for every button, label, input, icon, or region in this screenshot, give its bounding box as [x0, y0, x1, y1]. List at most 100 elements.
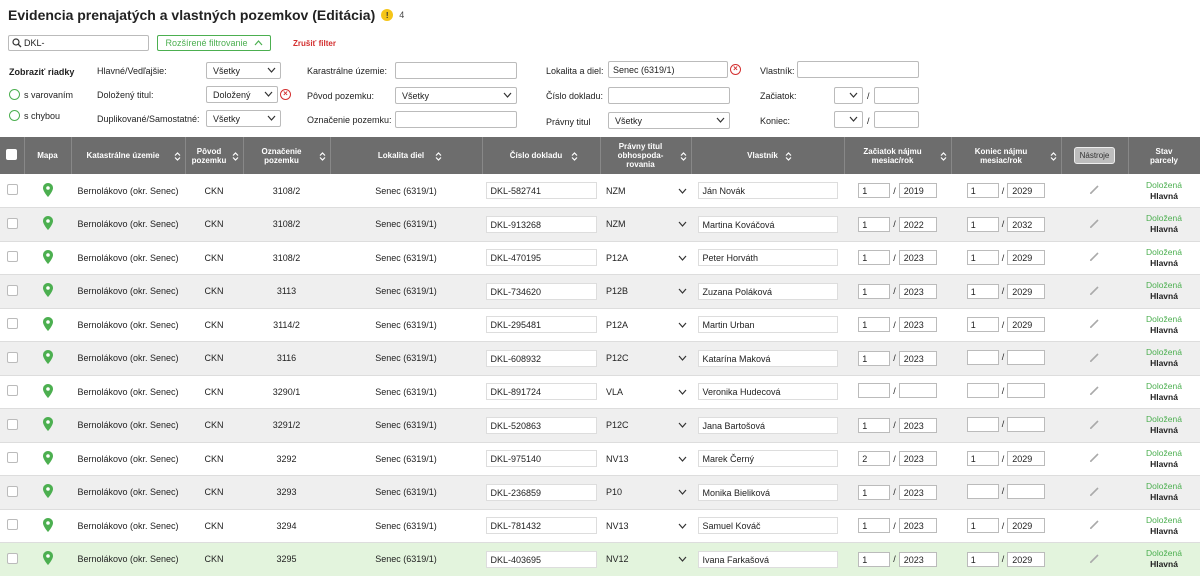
- row-end-year[interactable]: [1007, 416, 1046, 432]
- row-checkbox[interactable]: [6, 217, 18, 229]
- pencil-icon[interactable]: [1089, 318, 1100, 329]
- row-end-year[interactable]: 2029: [1007, 518, 1046, 534]
- start-year-input[interactable]: [874, 87, 919, 104]
- row-end-month[interactable]: 1: [966, 183, 999, 198]
- row-checkbox[interactable]: [6, 385, 18, 397]
- header-designation[interactable]: Označenie pozemku: [243, 137, 331, 174]
- row-doc-input[interactable]: DKL-520863: [485, 416, 597, 434]
- cadastral-input[interactable]: [395, 62, 517, 79]
- row-start-month[interactable]: 1: [858, 317, 891, 333]
- map-pin-icon[interactable]: [42, 283, 53, 298]
- row-start-year[interactable]: 2023: [898, 417, 937, 433]
- row-checkbox[interactable]: [6, 284, 18, 296]
- table-row[interactable]: Bernolákovo (okr. Senec) CKN 3293 Senec …: [0, 475, 1200, 510]
- map-pin-icon[interactable]: [42, 216, 53, 231]
- row-owner-input[interactable]: Veronika Hudecová: [697, 383, 838, 401]
- table-row[interactable]: Bernolákovo (okr. Senec) CKN 3114/2 Sene…: [0, 308, 1200, 342]
- row-end-year[interactable]: 2032: [1007, 216, 1046, 232]
- map-pin-icon[interactable]: [42, 551, 53, 566]
- row-start-year[interactable]: 2022: [898, 216, 937, 232]
- row-owner-input[interactable]: Zuzana Poláková: [697, 282, 838, 300]
- row-start-month[interactable]: 1: [858, 518, 891, 534]
- row-doc-input[interactable]: DKL-582741: [485, 182, 597, 199]
- row-doc-input[interactable]: DKL-781432: [485, 517, 597, 535]
- row-checkbox[interactable]: [6, 552, 18, 564]
- row-doc-input[interactable]: DKL-734620: [485, 282, 597, 300]
- pencil-icon[interactable]: [1089, 519, 1100, 530]
- row-doc-input[interactable]: DKL-891724: [485, 383, 597, 401]
- owner-input[interactable]: [797, 61, 919, 78]
- map-pin-icon[interactable]: [42, 350, 53, 365]
- row-start-year[interactable]: 2023: [898, 551, 937, 567]
- row-start-month[interactable]: 1: [858, 216, 891, 232]
- map-pin-icon[interactable]: [42, 249, 53, 264]
- clear-locality-icon[interactable]: ×: [730, 64, 741, 75]
- row-legal-select[interactable]: P12C: [600, 350, 691, 367]
- row-start-month[interactable]: [858, 383, 891, 399]
- row-start-month[interactable]: 1: [858, 183, 891, 198]
- pencil-icon[interactable]: [1089, 419, 1100, 430]
- row-start-year[interactable]: 2023: [898, 317, 937, 333]
- map-pin-icon[interactable]: [42, 450, 53, 465]
- header-origin[interactable]: Pôvod pozemku: [185, 137, 244, 174]
- clear-proven-icon[interactable]: ×: [280, 89, 291, 100]
- row-end-year[interactable]: 2029: [1007, 451, 1046, 467]
- row-checkbox[interactable]: [6, 318, 18, 330]
- row-legal-select[interactable]: P12B: [600, 283, 691, 300]
- row-legal-select[interactable]: NV13: [600, 517, 691, 534]
- end-year-input[interactable]: [874, 111, 919, 128]
- row-end-month[interactable]: 1: [966, 250, 999, 266]
- row-end-month[interactable]: 1: [966, 283, 999, 299]
- row-end-year[interactable]: 2029: [1007, 317, 1046, 333]
- row-legal-select[interactable]: NZM: [600, 182, 691, 199]
- map-pin-icon[interactable]: [42, 517, 53, 532]
- table-row[interactable]: Bernolákovo (okr. Senec) CKN 3290/1 Sene…: [0, 375, 1200, 409]
- row-start-month[interactable]: 1: [858, 350, 891, 366]
- row-legal-select[interactable]: NV13: [600, 450, 691, 467]
- row-end-year[interactable]: 2029: [1007, 183, 1046, 198]
- header-locality[interactable]: Lokalita diel: [330, 137, 483, 174]
- row-owner-input[interactable]: Ivana Farkašová: [697, 550, 838, 568]
- row-start-year[interactable]: [898, 383, 937, 399]
- map-pin-icon[interactable]: [42, 316, 53, 331]
- radio-with-warning[interactable]: [9, 89, 20, 100]
- start-month-select[interactable]: [834, 87, 863, 104]
- row-end-year[interactable]: 2029: [1007, 250, 1046, 266]
- pencil-icon[interactable]: [1089, 184, 1100, 195]
- main-side-select[interactable]: Všetky: [206, 62, 281, 79]
- row-end-year[interactable]: [1007, 483, 1046, 499]
- pencil-icon[interactable]: [1089, 285, 1100, 296]
- row-checkbox[interactable]: [6, 418, 18, 430]
- pencil-icon[interactable]: [1089, 486, 1100, 497]
- cancel-filter-link[interactable]: Zrušiť filter: [293, 39, 336, 48]
- table-row[interactable]: Bernolákovo (okr. Senec) CKN 3291/2 Sene…: [0, 408, 1200, 443]
- pencil-icon[interactable]: [1089, 452, 1100, 463]
- row-doc-input[interactable]: DKL-236859: [485, 483, 597, 501]
- row-end-month[interactable]: [966, 483, 999, 499]
- row-start-month[interactable]: 1: [858, 283, 891, 299]
- row-start-year[interactable]: 2023: [898, 484, 937, 500]
- header-owner[interactable]: Vlastník: [691, 137, 845, 174]
- row-start-month[interactable]: 1: [858, 417, 891, 433]
- table-row[interactable]: Bernolákovo (okr. Senec) CKN 3108/2 Sene…: [0, 207, 1200, 242]
- row-end-month[interactable]: [966, 349, 999, 365]
- search-box[interactable]: [8, 35, 149, 51]
- row-doc-input[interactable]: DKL-470195: [485, 249, 597, 267]
- row-checkbox[interactable]: [6, 485, 18, 497]
- row-checkbox[interactable]: [6, 519, 18, 531]
- row-legal-select[interactable]: VLA: [600, 383, 691, 400]
- row-doc-input[interactable]: DKL-975140: [485, 450, 597, 468]
- row-doc-input[interactable]: DKL-295481: [485, 316, 597, 334]
- header-select-all[interactable]: [0, 137, 25, 174]
- proven-title-select[interactable]: Doložený: [206, 86, 278, 103]
- row-owner-input[interactable]: Ján Novák: [697, 182, 838, 199]
- table-row[interactable]: Bernolákovo (okr. Senec) CKN 3116 Senec …: [0, 341, 1200, 376]
- pencil-icon[interactable]: [1089, 553, 1100, 564]
- locality-input[interactable]: Senec (6319/1): [608, 61, 728, 78]
- row-start-month[interactable]: 1: [858, 250, 891, 266]
- row-start-month[interactable]: 1: [858, 551, 891, 567]
- row-doc-input[interactable]: DKL-403695: [485, 550, 597, 568]
- row-end-month[interactable]: 1: [966, 216, 999, 232]
- row-start-year[interactable]: 2019: [898, 183, 937, 198]
- row-doc-input[interactable]: DKL-913268: [485, 215, 597, 233]
